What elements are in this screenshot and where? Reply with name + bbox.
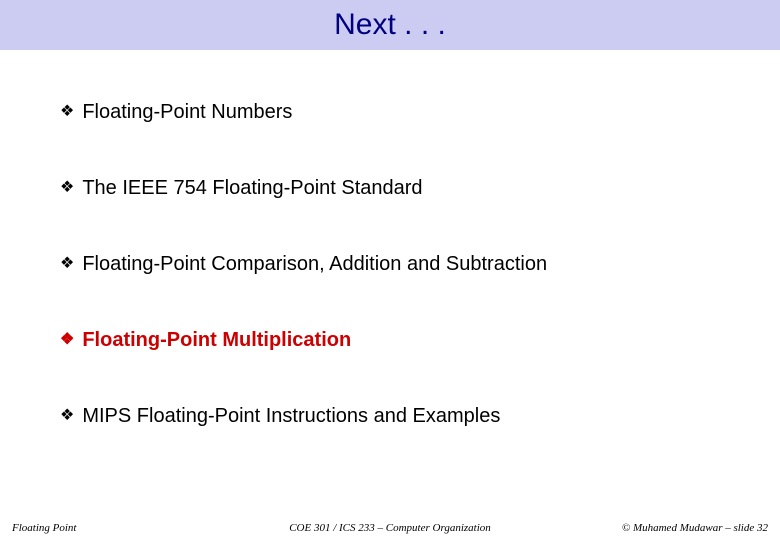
bullet-text: Floating-Point Numbers	[82, 100, 292, 124]
content-area: ❖ Floating-Point Numbers ❖ The IEEE 754 …	[0, 50, 780, 428]
bullet-icon: ❖	[60, 328, 74, 352]
list-item: ❖ The IEEE 754 Floating-Point Standard	[60, 176, 720, 200]
slide-title: Next . . .	[334, 8, 446, 42]
list-item: ❖ MIPS Floating-Point Instructions and E…	[60, 404, 720, 428]
bullet-icon: ❖	[60, 404, 74, 428]
bullet-text: Floating-Point Multiplication	[82, 328, 351, 352]
footer: Floating Point COE 301 / ICS 233 – Compu…	[0, 522, 780, 534]
list-item: ❖ Floating-Point Multiplication	[60, 328, 720, 352]
footer-center: COE 301 / ICS 233 – Computer Organizatio…	[289, 522, 491, 534]
bullet-icon: ❖	[60, 100, 74, 124]
list-item: ❖ Floating-Point Numbers	[60, 100, 720, 124]
footer-right: © Muhamed Mudawar – slide 32	[622, 522, 768, 534]
title-bar: Next . . .	[0, 0, 780, 50]
list-item: ❖ Floating-Point Comparison, Addition an…	[60, 252, 720, 276]
bullet-text: Floating-Point Comparison, Addition and …	[82, 252, 547, 276]
bullet-text: MIPS Floating-Point Instructions and Exa…	[82, 404, 500, 428]
bullet-text: The IEEE 754 Floating-Point Standard	[82, 176, 422, 200]
bullet-icon: ❖	[60, 176, 74, 200]
footer-left: Floating Point	[12, 522, 76, 534]
bullet-icon: ❖	[60, 252, 74, 276]
